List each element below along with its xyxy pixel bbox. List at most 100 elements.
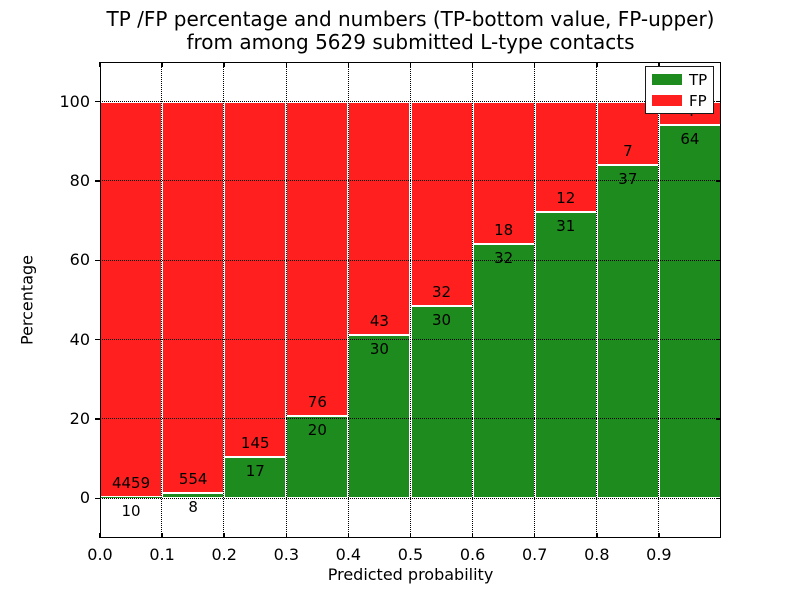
x-tick-top-0.1 [161, 62, 163, 67]
x-tick-top-0.9 [658, 62, 660, 67]
y-tick-label-60: 60 [69, 250, 90, 270]
gridline-x-0.7 [533, 62, 535, 538]
fp-count-label-1: 554 [178, 469, 208, 488]
y-tick-left-80 [95, 180, 100, 182]
chart-title-line2: from among 5629 submitted L-type contact… [186, 30, 635, 54]
fp-count-label-4: 43 [369, 312, 389, 331]
gridline-x-0.6 [471, 62, 473, 538]
y-tick-label-80: 80 [69, 171, 90, 190]
tp-count-label-5: 30 [432, 311, 452, 330]
x-tick-top-0.2 [223, 62, 225, 67]
bar-segment-fp-7 [534, 101, 597, 213]
x-tick-top-0.7 [533, 62, 536, 67]
x-tick-top-0.6 [471, 62, 474, 67]
x-tick-bottom-0.3 [285, 533, 288, 538]
legend-entry-fp: FP [652, 93, 707, 109]
gridline-y-60 [100, 259, 721, 261]
tp-count-label-3: 20 [307, 420, 327, 439]
gridline-y-20 [100, 418, 721, 420]
y-tick-left-40 [95, 338, 100, 341]
gridline-x-0.9 [658, 62, 660, 538]
fp-count-label-2: 145 [240, 433, 270, 452]
legend: TP FP [645, 66, 714, 114]
fp-count-label-8: 7 [623, 141, 633, 160]
bar-segment-fp-1 [162, 101, 225, 493]
legend-swatch-fp-icon [652, 95, 682, 106]
fp-count-label-6: 18 [494, 221, 514, 240]
gridline-x-0.5 [409, 62, 411, 538]
bar-segment-tp-9 [658, 125, 721, 499]
x-tick-top-0.5 [409, 62, 412, 67]
x-tick-top-0.0 [99, 62, 101, 67]
gridline-x-0.2 [223, 62, 225, 538]
gridline-y-80 [100, 180, 721, 182]
tp-count-label-1: 8 [188, 497, 198, 516]
tp-count-label-6: 32 [494, 249, 514, 268]
x-tick-label-0.6: 0.6 [459, 545, 486, 564]
y-tick-label-100: 100 [59, 91, 90, 111]
bar-segment-fp-5 [410, 101, 473, 307]
tp-count-label-9: 64 [680, 130, 700, 148]
y-tick-right-0 [716, 497, 721, 500]
fp-count-label-0: 4459 [111, 474, 151, 493]
x-tick-label-0.5: 0.5 [397, 545, 424, 564]
x-tick-bottom-0.4 [347, 533, 350, 538]
x-tick-top-0.3 [285, 62, 288, 67]
x-tick-label-0.9: 0.9 [646, 545, 672, 564]
bar-segment-tp-8 [596, 164, 659, 499]
x-tick-bottom-0.2 [223, 533, 225, 538]
x-tick-label-0.0: 0.0 [87, 545, 113, 564]
tp-count-label-0: 10 [121, 502, 141, 521]
x-tick-top-0.8 [596, 62, 598, 67]
y-tick-left-60 [95, 259, 100, 262]
gridline-x-0.1 [161, 62, 163, 538]
bar-segment-fp-2 [224, 101, 287, 457]
y-tick-right-20 [716, 418, 721, 420]
x-tick-label-0.7: 0.7 [521, 545, 548, 564]
x-tick-label-0.2: 0.2 [211, 545, 237, 564]
tp-count-label-4: 30 [369, 340, 389, 359]
x-tick-bottom-0.5 [409, 533, 412, 538]
y-tick-label-20: 20 [69, 409, 90, 428]
y-tick-left-100 [95, 100, 100, 103]
gridline-y-100 [100, 100, 721, 102]
x-tick-top-0.4 [347, 62, 350, 67]
tp-count-label-2: 17 [245, 461, 265, 480]
y-tick-right-100 [716, 100, 721, 103]
y-tick-left-0 [95, 497, 100, 500]
x-tick-label-0.1: 0.1 [149, 545, 175, 564]
tp-count-label-8: 37 [618, 169, 638, 188]
bar-segment-tp-5 [410, 306, 473, 499]
bar-segment-fp-4 [348, 101, 411, 336]
x-axis-label: Predicted probability [327, 565, 494, 584]
y-tick-right-80 [716, 180, 721, 182]
x-tick-bottom-0.1 [161, 533, 163, 538]
x-tick-bottom-0.0 [99, 533, 101, 538]
gridline-y-40 [100, 338, 721, 340]
y-tick-right-40 [716, 338, 721, 341]
gridline-x-0.8 [596, 62, 598, 538]
fp-count-label-3: 76 [307, 392, 327, 411]
bar-segment-tp-6 [472, 244, 535, 499]
bar-segment-tp-4 [348, 335, 411, 499]
gridline-y-0 [100, 497, 721, 499]
legend-label-tp: TP [689, 70, 708, 89]
x-tick-label-0.4: 0.4 [335, 545, 362, 564]
x-tick-label-0.3: 0.3 [273, 545, 300, 564]
fp-count-label-5: 32 [432, 283, 452, 302]
legend-swatch-tp-icon [652, 74, 682, 85]
chart-title-line1: TP /FP percentage and numbers (TP-bottom… [106, 7, 715, 31]
legend-entry-tp: TP [652, 72, 707, 88]
fp-count-label-7: 12 [556, 189, 576, 208]
gridline-x-0.3 [285, 62, 287, 538]
y-tick-right-60 [716, 259, 721, 262]
x-tick-bottom-0.8 [596, 533, 598, 538]
x-tick-bottom-0.6 [471, 533, 474, 538]
x-tick-bottom-0.7 [533, 533, 536, 538]
bar-segment-fp-0 [100, 101, 163, 498]
gridline-x-0.4 [347, 62, 349, 538]
y-tick-left-20 [95, 418, 100, 420]
x-tick-label-0.8: 0.8 [584, 545, 610, 564]
